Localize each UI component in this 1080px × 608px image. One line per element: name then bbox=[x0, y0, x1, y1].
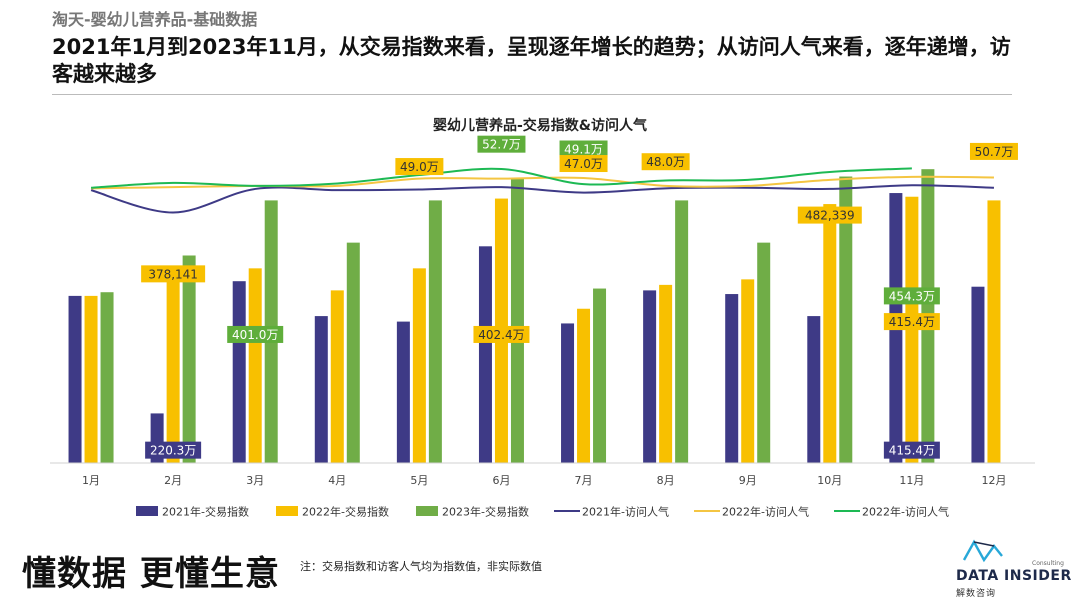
bar-1-8 bbox=[643, 290, 657, 463]
data-label-bg bbox=[227, 325, 284, 343]
bar-2-8 bbox=[659, 284, 673, 463]
data-label-bg bbox=[969, 142, 1018, 160]
chart: 婴幼儿营养品-交易指数&访问人气 1月 2月 3月 4月 5月 6月 7月 8月 9月 10月 11月… bbox=[50, 117, 1035, 519]
legend-label: 2022年-访问人气 bbox=[722, 505, 809, 519]
bar-2-3 bbox=[248, 268, 262, 463]
data-label: 378,141 bbox=[148, 267, 198, 281]
footer-note: 注：交易指数和访客人气均为指数值，非实际数值 bbox=[300, 560, 542, 573]
bar-3-5 bbox=[428, 200, 442, 463]
logo-sub-text: 解数咨询 bbox=[956, 589, 997, 599]
bar-2-1 bbox=[84, 295, 98, 463]
bar-1-3 bbox=[232, 281, 246, 463]
data-label: 454.3万 bbox=[889, 289, 935, 303]
bar-1-5 bbox=[396, 321, 410, 463]
line-series-1 bbox=[90, 184, 994, 214]
data-label: 482,339 bbox=[805, 209, 855, 223]
bar-2-12 bbox=[987, 200, 1001, 463]
bar-2-2 bbox=[166, 273, 180, 463]
bar-3-4 bbox=[346, 242, 360, 463]
data-label: 49.1万 bbox=[564, 143, 603, 157]
x-tick-label: 11月 bbox=[899, 474, 924, 487]
line-series-2 bbox=[91, 175, 994, 190]
bar-2-5 bbox=[412, 268, 426, 463]
bar-1-7 bbox=[561, 323, 575, 463]
legend-swatch bbox=[136, 506, 158, 516]
legend-label: 2021年-交易指数 bbox=[162, 505, 249, 519]
x-tick-label: 7月 bbox=[575, 474, 593, 487]
x-tick-label: 6月 bbox=[492, 474, 510, 487]
data-label-bg bbox=[883, 313, 940, 331]
bar-2-10 bbox=[823, 204, 837, 463]
data-label: 415.4万 bbox=[889, 315, 935, 329]
bar-3-9 bbox=[757, 242, 771, 463]
data-label: 402.4万 bbox=[478, 328, 524, 342]
data-label: 220.3万 bbox=[150, 444, 196, 458]
legend-swatch bbox=[416, 506, 438, 516]
data-label: 52.7万 bbox=[482, 138, 521, 152]
bar-3-10 bbox=[839, 176, 853, 463]
legend-swatch bbox=[276, 506, 298, 516]
x-tick-label: 2月 bbox=[164, 474, 182, 487]
data-label-bg bbox=[883, 441, 940, 459]
chart-title: 婴幼儿营养品-交易指数&访问人气 bbox=[433, 117, 647, 134]
bar-3-7 bbox=[593, 288, 607, 463]
data-label-bg bbox=[477, 135, 526, 153]
logo-tiny-text: Consulting bbox=[1032, 560, 1064, 567]
x-tick-label: 1月 bbox=[82, 474, 100, 487]
bar-3-8 bbox=[675, 200, 689, 463]
footer-slogan: 懂数据 更懂生意 bbox=[22, 554, 280, 594]
logo-mark-icon bbox=[962, 539, 1003, 563]
data-label-bg bbox=[797, 206, 862, 224]
bar-2-4 bbox=[330, 290, 344, 463]
bar-1-10 bbox=[807, 316, 821, 463]
legend-label: 2022年-访问人气 bbox=[862, 505, 949, 519]
bar-1-9 bbox=[725, 294, 739, 463]
bar-1-6 bbox=[478, 246, 492, 463]
data-label: 48.0万 bbox=[646, 155, 685, 169]
data-label-bg bbox=[141, 265, 206, 283]
legend-label: 2021年-访问人气 bbox=[582, 505, 669, 519]
bar-3-1 bbox=[100, 292, 114, 463]
x-tick-label: 12月 bbox=[981, 474, 1006, 487]
page-title: 2021年1月到2023年11月，从交易指数来看，呈现逐年增长的趋势；从访问人气… bbox=[52, 35, 1011, 86]
data-label: 50.7万 bbox=[975, 145, 1014, 159]
bar-1-4 bbox=[314, 316, 328, 463]
data-label-bg bbox=[559, 140, 608, 158]
bar-3-6 bbox=[510, 178, 524, 463]
data-label: 49.0万 bbox=[400, 160, 439, 174]
data-label-bg bbox=[883, 287, 940, 305]
x-tick-label: 3月 bbox=[246, 474, 264, 487]
line-series-3 bbox=[90, 167, 912, 189]
breadcrumb: 淘天-婴幼儿营养品-基础数据 bbox=[52, 10, 258, 29]
bar-1-12 bbox=[971, 286, 985, 463]
brand-logo: Consulting DATA INSIDER 解数咨询 bbox=[950, 538, 1072, 604]
data-label-bg bbox=[145, 441, 202, 459]
data-label-bg bbox=[559, 155, 608, 173]
legend-label: 2022年-交易指数 bbox=[302, 505, 389, 519]
x-tick-label: 4月 bbox=[328, 474, 346, 487]
x-tick-label: 5月 bbox=[410, 474, 428, 487]
x-tick-label: 10月 bbox=[817, 474, 842, 487]
data-label: 401.0万 bbox=[232, 328, 278, 342]
data-label-bg bbox=[473, 325, 530, 343]
data-label: 47.0万 bbox=[564, 157, 603, 171]
data-label: 415.4万 bbox=[889, 444, 935, 458]
data-label-bg bbox=[641, 153, 690, 171]
bar-3-2 bbox=[182, 255, 196, 463]
x-tick-label: 9月 bbox=[739, 474, 757, 487]
data-label-bg bbox=[395, 158, 444, 176]
title-divider bbox=[52, 94, 1012, 95]
x-tick-label: 8月 bbox=[657, 474, 675, 487]
legend-label: 2023年-交易指数 bbox=[442, 505, 529, 519]
logo-brand-text: DATA INSIDER bbox=[956, 568, 1072, 584]
bar-1-1 bbox=[68, 295, 82, 463]
bar-2-9 bbox=[741, 279, 755, 463]
bar-2-7 bbox=[577, 308, 591, 463]
